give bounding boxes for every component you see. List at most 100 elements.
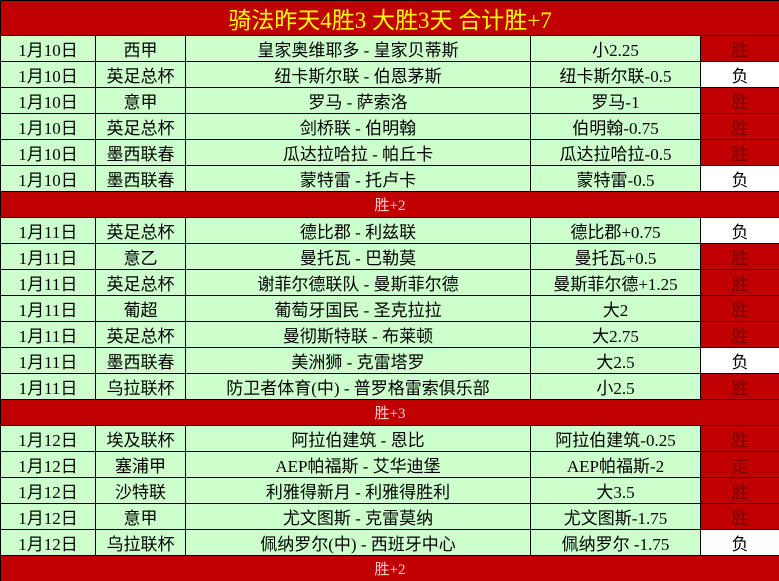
league: 塞浦甲 [95, 451, 186, 478]
result: 负 [699, 529, 779, 556]
date: 1月11日 [0, 295, 96, 322]
match: 剑桥联 - 伯明翰 [185, 113, 531, 140]
pick: 佩纳罗尔 -1.75 [530, 529, 701, 556]
row: 1月12日 乌拉联杯 佩纳罗尔(中) - 西班牙中心 佩纳罗尔 -1.75 负 [0, 529, 779, 556]
league: 英足总杯 [95, 321, 186, 348]
pick: AEP帕福斯-2 [530, 451, 701, 478]
result: 胜 [699, 243, 779, 270]
summary: 胜+3 [0, 399, 779, 426]
row: 1月11日 乌拉联杯 防卫者体育(中) - 普罗格雷索俱乐部 小2.5 胜 [0, 373, 779, 400]
row: 1月11日 英足总杯 谢菲尔德联队 - 曼斯菲尔德 曼斯菲尔德+1.25 胜 [0, 269, 779, 296]
match: 皇家奥维耶多 - 皇家贝蒂斯 [185, 35, 531, 62]
league: 墨西联春 [95, 165, 186, 192]
date: 1月11日 [0, 243, 96, 270]
match: 美洲狮 - 克雷塔罗 [185, 347, 531, 374]
summary: 胜+2 [0, 555, 779, 581]
league: 英足总杯 [95, 113, 186, 140]
summary: 胜+2 [0, 191, 779, 218]
date: 1月10日 [0, 139, 96, 166]
pick: 蒙特雷-0.5 [530, 165, 701, 192]
result: 胜 [699, 269, 779, 296]
result: 胜 [699, 503, 779, 530]
result: 胜 [699, 321, 779, 348]
match: 谢菲尔德联队 - 曼斯菲尔德 [185, 269, 531, 296]
pick: 大2 [530, 295, 701, 322]
league: 墨西联春 [95, 347, 186, 374]
match: 葡萄牙国民 - 圣克拉拉 [185, 295, 531, 322]
league: 沙特联 [95, 477, 186, 504]
pick: 曼斯菲尔德+1.25 [530, 269, 701, 296]
match: 利雅得新月 - 利雅得胜利 [185, 477, 531, 504]
summary-row: 胜+2 [0, 191, 779, 218]
date: 1月12日 [0, 451, 96, 478]
row: 1月10日 意甲 罗马 - 萨索洛 罗马-1 胜 [0, 87, 779, 114]
pick: 大2.75 [530, 321, 701, 348]
match: 德比郡 - 利兹联 [185, 217, 531, 244]
league: 埃及联杯 [95, 425, 186, 452]
title-row: 骑法昨天4胜3 大胜3天 合计胜+7 [0, 0, 779, 36]
match: AEP帕福斯 - 艾华迪堡 [185, 451, 531, 478]
result: 胜 [699, 113, 779, 140]
row: 1月10日 墨西联春 瓜达拉哈拉 - 帕丘卡 瓜达拉哈拉-0.5 胜 [0, 139, 779, 166]
match: 佩纳罗尔(中) - 西班牙中心 [185, 529, 531, 556]
league: 英足总杯 [95, 61, 186, 88]
league: 墨西联春 [95, 139, 186, 166]
result: 负 [699, 165, 779, 192]
summary-row: 胜+3 [0, 399, 779, 426]
date: 1月11日 [0, 321, 96, 348]
result: 胜 [699, 35, 779, 62]
match: 曼彻斯特联 - 布莱顿 [185, 321, 531, 348]
date: 1月11日 [0, 347, 96, 374]
date: 1月11日 [0, 217, 96, 244]
date: 1月11日 [0, 269, 96, 296]
pick: 瓜达拉哈拉-0.5 [530, 139, 701, 166]
result: 胜 [699, 295, 779, 322]
result: 胜 [699, 477, 779, 504]
result: 负 [699, 347, 779, 374]
league: 西甲 [95, 35, 186, 62]
league: 乌拉联杯 [95, 373, 186, 400]
pick: 小2.5 [530, 373, 701, 400]
title: 骑法昨天4胜3 大胜3天 合计胜+7 [0, 0, 779, 36]
result: 胜 [699, 425, 779, 452]
match: 阿拉伯建筑 - 恩比 [185, 425, 531, 452]
row: 1月11日 墨西联春 美洲狮 - 克雷塔罗 大2.5 负 [0, 347, 779, 374]
pick: 纽卡斯尔联-0.5 [530, 61, 701, 88]
row: 1月11日 意乙 曼托瓦 - 巴勒莫 曼托瓦+0.5 胜 [0, 243, 779, 270]
row: 1月11日 英足总杯 德比郡 - 利兹联 德比郡+0.75 负 [0, 217, 779, 244]
row: 1月12日 塞浦甲 AEP帕福斯 - 艾华迪堡 AEP帕福斯-2 走 [0, 451, 779, 478]
league: 乌拉联杯 [95, 529, 186, 556]
pick: 德比郡+0.75 [530, 217, 701, 244]
pick: 小2.25 [530, 35, 701, 62]
match: 瓜达拉哈拉 - 帕丘卡 [185, 139, 531, 166]
result: 胜 [699, 139, 779, 166]
date: 1月12日 [0, 529, 96, 556]
date: 1月12日 [0, 425, 96, 452]
result: 胜 [699, 87, 779, 114]
match: 防卫者体育(中) - 普罗格雷索俱乐部 [185, 373, 531, 400]
row: 1月10日 西甲 皇家奥维耶多 - 皇家贝蒂斯 小2.25 胜 [0, 35, 779, 62]
result: 胜 [699, 373, 779, 400]
match: 蒙特雷 - 托卢卡 [185, 165, 531, 192]
row: 1月10日 英足总杯 剑桥联 - 伯明翰 伯明翰-0.75 胜 [0, 113, 779, 140]
match: 罗马 - 萨索洛 [185, 87, 531, 114]
date: 1月10日 [0, 35, 96, 62]
pick: 大3.5 [530, 477, 701, 504]
date: 1月10日 [0, 165, 96, 192]
match: 尤文图斯 - 克雷莫纳 [185, 503, 531, 530]
pick: 伯明翰-0.75 [530, 113, 701, 140]
date: 1月10日 [0, 87, 96, 114]
date: 1月12日 [0, 477, 96, 504]
date: 1月11日 [0, 373, 96, 400]
date: 1月12日 [0, 503, 96, 530]
row: 1月10日 墨西联春 蒙特雷 - 托卢卡 蒙特雷-0.5 负 [0, 165, 779, 192]
match: 纽卡斯尔联 - 伯恩茅斯 [185, 61, 531, 88]
row: 1月10日 英足总杯 纽卡斯尔联 - 伯恩茅斯 纽卡斯尔联-0.5 负 [0, 61, 779, 88]
row: 1月12日 意甲 尤文图斯 - 克雷莫纳 尤文图斯-1.75 胜 [0, 503, 779, 530]
row: 1月11日 葡超 葡萄牙国民 - 圣克拉拉 大2 胜 [0, 295, 779, 322]
pick: 大2.5 [530, 347, 701, 374]
row: 1月12日 沙特联 利雅得新月 - 利雅得胜利 大3.5 胜 [0, 477, 779, 504]
pick: 罗马-1 [530, 87, 701, 114]
